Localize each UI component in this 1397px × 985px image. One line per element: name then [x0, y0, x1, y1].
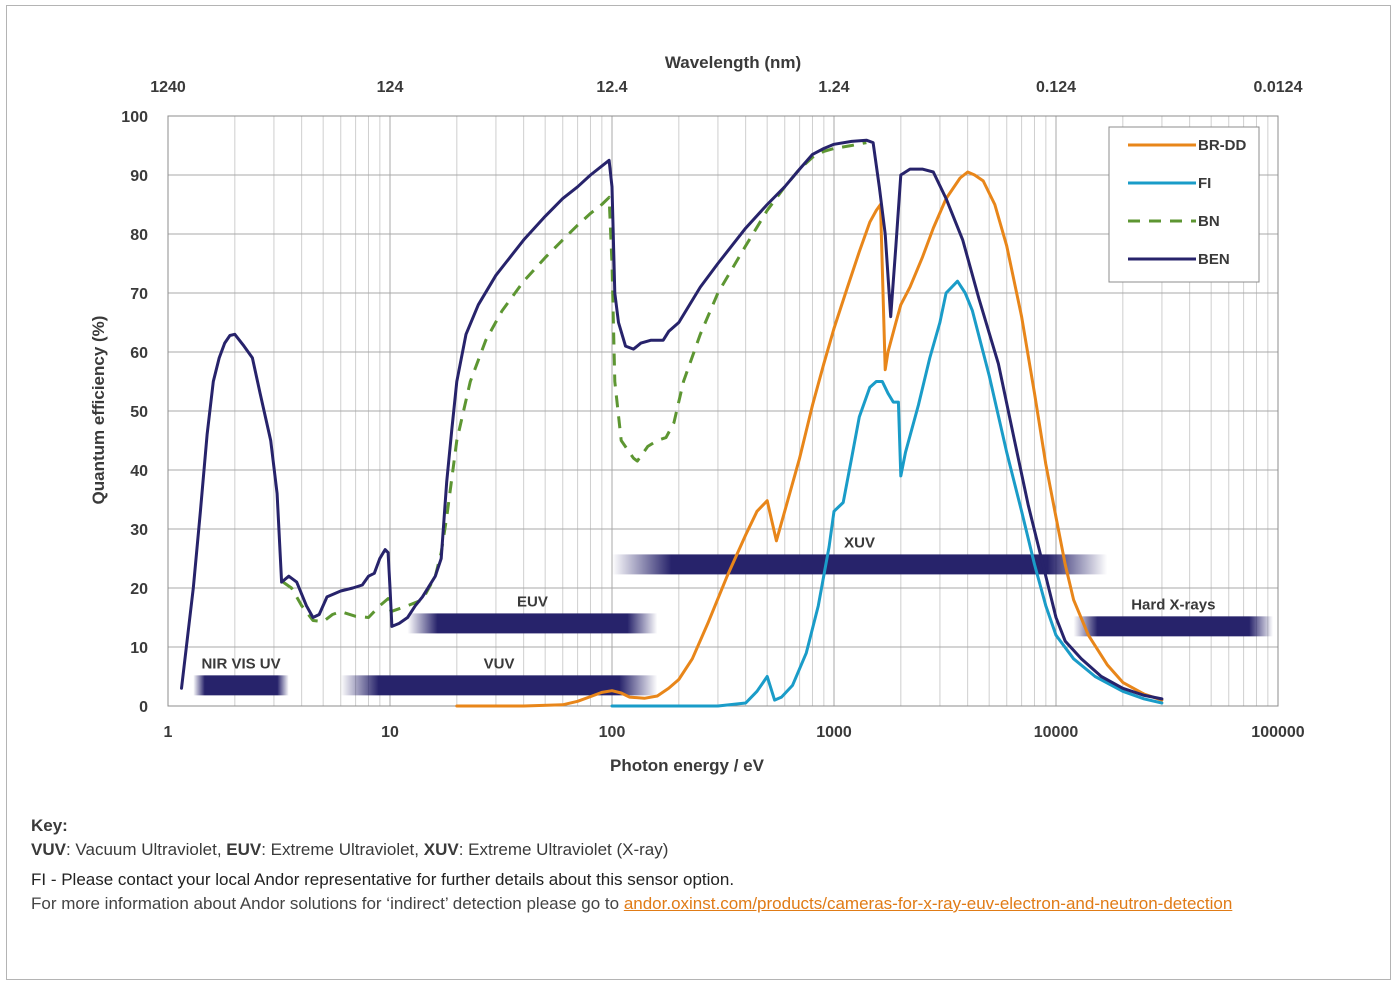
series-lines — [180, 138, 1164, 708]
series-line-ben — [180, 138, 1164, 701]
key-desc-xuv: : Extreme Ultraviolet (X-ray) — [458, 840, 669, 859]
top-tick-label: 1.24 — [818, 79, 849, 96]
key-abbr-vuv: VUV — [31, 840, 66, 859]
key-abbr-xuv: XUV — [423, 840, 459, 859]
band-label: VUV — [484, 655, 515, 672]
key-desc-euv: : Extreme Ultraviolet, — [261, 840, 424, 859]
x-tick-label: 10000 — [1034, 724, 1079, 741]
more-info-text: For more information about Andor solutio… — [31, 894, 624, 913]
top-tick-label: 12.4 — [596, 79, 627, 96]
key-desc-vuv: : Vacuum Ultraviolet, — [65, 840, 227, 859]
y-tick-label: 40 — [130, 463, 148, 480]
legend-label-bn: BN — [1198, 213, 1220, 230]
series-line-bn — [282, 141, 867, 624]
y-tick-label: 100 — [121, 109, 148, 126]
x-axis-title: Photon energy / eV — [610, 756, 765, 775]
series-line-fi — [610, 279, 1164, 708]
band-label: XUV — [844, 534, 875, 551]
band-bar — [407, 613, 658, 634]
y-tick-label: 50 — [130, 404, 148, 421]
legend-label-fi: FI — [1198, 175, 1211, 192]
y-tick-label: 10 — [130, 640, 148, 657]
key-definitions: VUV: Vacuum Ultraviolet, EUV: Extreme Ul… — [31, 838, 1361, 862]
x-tick-label: 10 — [381, 724, 399, 741]
legend-label-ben: BEN — [1198, 251, 1230, 268]
legend-label-br-dd: BR-DD — [1198, 137, 1246, 154]
band-label: Hard X-rays — [1131, 596, 1215, 613]
band-label: EUV — [517, 593, 548, 610]
key-title: Key: — [31, 816, 68, 835]
band-bar — [193, 675, 289, 696]
y-tick-label: 30 — [130, 522, 148, 539]
tick-labels: 1 10 100 1000 10000 100000 0 10 20 30 40 50 60 70 80 90… — [121, 79, 1305, 741]
band-label: NIR VIS UV — [201, 655, 280, 672]
more-info: For more information about Andor solutio… — [31, 892, 1361, 916]
x-tick-label: 100 — [599, 724, 626, 741]
figure-frame — [6, 5, 1391, 980]
key-abbr-euv: EUV — [226, 840, 262, 859]
y-tick-label: 80 — [130, 227, 148, 244]
band-bar — [340, 675, 658, 696]
y-axis-title: Quantum efficiency (%) — [89, 316, 108, 505]
top-tick-label: 0.124 — [1036, 79, 1076, 96]
legend: BR-DD FI BN BEN — [1108, 126, 1260, 283]
top-axis-title: Wavelength (nm) — [665, 53, 801, 72]
y-tick-label: 70 — [130, 286, 148, 303]
top-tick-label: 0.0124 — [1254, 79, 1303, 96]
top-tick-label: 124 — [377, 79, 404, 96]
y-tick-label: 20 — [130, 581, 148, 598]
legend-box — [1108, 126, 1260, 283]
andor-link[interactable]: andor.oxinst.com/products/cameras-for-x-… — [623, 894, 1233, 913]
series-line-br-dd — [455, 170, 1164, 708]
y-tick-label: 0 — [139, 699, 148, 716]
x-tick-label: 1000 — [816, 724, 852, 741]
top-tick-label: 1240 — [150, 79, 186, 96]
fi-note: FI - Please contact your local Andor rep… — [31, 870, 735, 889]
key-section: Key: VUV: Vacuum Ultraviolet, EUV: Extre… — [31, 814, 1361, 916]
y-tick-label: 60 — [130, 345, 148, 362]
y-tick-label: 90 — [130, 168, 148, 185]
x-tick-label: 1 — [164, 724, 173, 741]
x-tick-label: 100000 — [1251, 724, 1304, 741]
band-bar — [1073, 616, 1274, 637]
